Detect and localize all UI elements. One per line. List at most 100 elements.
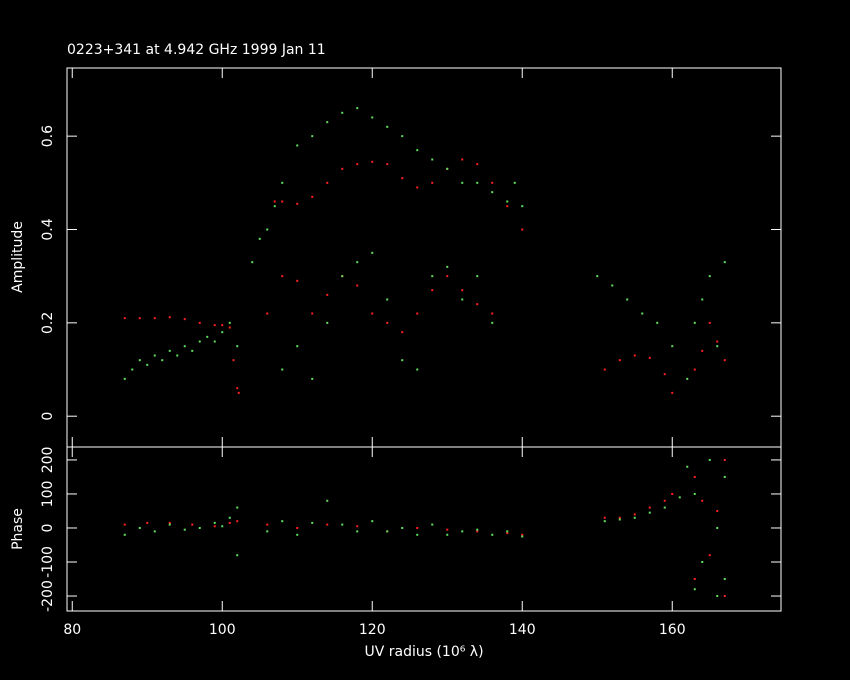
data-point [326, 293, 329, 296]
data-point [341, 275, 344, 278]
data-point [401, 331, 404, 334]
data-point [693, 578, 696, 581]
data-point [461, 289, 464, 292]
data-point [356, 530, 359, 533]
data-point [228, 521, 231, 524]
data-point [633, 513, 636, 516]
data-point [716, 526, 719, 529]
data-point [641, 312, 644, 315]
data-point [723, 475, 726, 478]
data-point [356, 284, 359, 287]
data-point [311, 521, 314, 524]
data-point [386, 530, 389, 533]
data-point [521, 228, 524, 231]
data-point [168, 523, 171, 526]
data-point [138, 526, 141, 529]
data-point [221, 525, 224, 528]
data-point [281, 520, 284, 523]
data-point [311, 312, 314, 315]
data-point [476, 528, 479, 531]
y-tick-label: 0.4 [40, 218, 56, 240]
data-point [401, 359, 404, 362]
data-point [678, 496, 681, 499]
data-point [671, 391, 674, 394]
data-point [618, 359, 621, 362]
data-point [183, 528, 186, 531]
data-point [723, 578, 726, 581]
x-tick-label: 160 [659, 622, 686, 638]
data-point [491, 181, 494, 184]
data-point [446, 167, 449, 170]
data-point [506, 200, 509, 203]
data-point [626, 298, 629, 301]
data-point [446, 533, 449, 536]
data-point [671, 345, 674, 348]
data-point [723, 458, 726, 461]
data-point [708, 321, 711, 324]
data-point [416, 312, 419, 315]
data-point [228, 321, 231, 324]
data-point [461, 181, 464, 184]
data-point [633, 354, 636, 357]
data-point [146, 363, 149, 366]
data-point [198, 340, 201, 343]
data-point [251, 261, 254, 264]
y-tick-label: 0 [40, 412, 56, 421]
data-point [213, 340, 216, 343]
data-point [716, 340, 719, 343]
data-point [232, 359, 235, 362]
data-point [266, 530, 269, 533]
data-point [693, 368, 696, 371]
data-point [648, 506, 651, 509]
data-point [131, 368, 134, 371]
data-point [161, 359, 164, 362]
data-point [311, 377, 314, 380]
x-axis-label: UV radius (10⁶ λ) [364, 644, 483, 660]
data-point [491, 191, 494, 194]
data-point [183, 345, 186, 348]
x-tick-label: 100 [209, 622, 236, 638]
data-point [266, 523, 269, 526]
data-point [281, 368, 284, 371]
data-point [296, 144, 299, 147]
data-point [708, 275, 711, 278]
data-point [228, 516, 231, 519]
data-point [431, 523, 434, 526]
data-point [431, 181, 434, 184]
data-point [296, 533, 299, 536]
data-point [371, 312, 374, 315]
data-point [356, 525, 359, 528]
data-point [416, 149, 419, 152]
data-point [146, 521, 149, 524]
data-point [648, 511, 651, 514]
data-point [416, 526, 419, 529]
data-point [138, 359, 141, 362]
data-point [656, 321, 659, 324]
x-tick-label: 80 [63, 622, 81, 638]
data-point [123, 317, 126, 320]
data-point [206, 335, 209, 338]
data-point [476, 530, 479, 533]
data-point [686, 465, 689, 468]
data-point [213, 525, 216, 528]
data-point [371, 251, 374, 254]
data-point [521, 533, 524, 536]
data-point [416, 368, 419, 371]
data-point [618, 516, 621, 519]
data-point [603, 516, 606, 519]
data-point [461, 158, 464, 161]
data-point [431, 275, 434, 278]
data-point [506, 205, 509, 208]
data-point [693, 492, 696, 495]
data-point [326, 121, 329, 124]
data-point [168, 521, 171, 524]
data-point [611, 284, 614, 287]
data-point [461, 530, 464, 533]
data-point [213, 521, 216, 524]
data-point [341, 111, 344, 114]
data-point [431, 289, 434, 292]
y-tick-label: 200 [40, 447, 56, 474]
chart-title: 0223+341 at 4.942 GHz 1999 Jan 11 [67, 42, 326, 58]
